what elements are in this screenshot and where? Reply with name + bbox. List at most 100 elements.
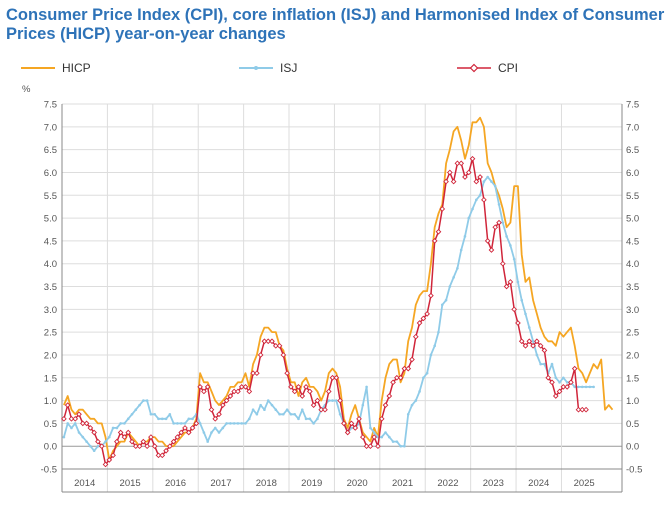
data-point-cpi [310, 402, 317, 408]
data-point-cpi [284, 370, 290, 377]
data-point-isj [335, 399, 338, 402]
y-tick-label-right: 7.5 [626, 100, 639, 111]
data-point-isj [160, 417, 164, 421]
data-point-isj [433, 344, 437, 348]
data-point-isj [452, 276, 455, 279]
y-tick-label-right: 1.5 [626, 373, 639, 384]
data-point-isj [213, 426, 217, 430]
data-point-isj [308, 417, 312, 421]
data-point-isj [229, 422, 232, 425]
legend-item-isj: ISJ [238, 60, 348, 76]
data-point-cpi [288, 384, 294, 390]
data-point-isj [369, 426, 372, 430]
data-point-cpi [231, 388, 237, 395]
data-point-isj [251, 408, 255, 411]
data-point-cpi [424, 311, 430, 317]
data-point-cpi [280, 352, 287, 358]
data-point-isj [486, 175, 489, 179]
data-point-cpi [129, 438, 135, 445]
data-point-isj [289, 412, 293, 416]
data-point-isj [266, 399, 270, 402]
data-point-isj [153, 412, 157, 416]
data-point-isj [497, 203, 501, 206]
data-point-isj [145, 399, 149, 402]
y-tick-label-left: 5.0 [44, 214, 57, 225]
data-point-isj [399, 444, 402, 448]
data-point-cpi [375, 443, 381, 450]
data-point-isj [126, 417, 130, 421]
data-point-isj [512, 257, 516, 261]
y-tick-label-right: 2.0 [626, 350, 639, 361]
data-point-isj [403, 444, 406, 448]
data-point-cpi [352, 425, 359, 431]
data-point-cpi [257, 352, 264, 358]
data-point-isj [448, 285, 452, 288]
data-point-cpi [212, 415, 219, 422]
data-point-cpi [98, 443, 105, 450]
data-point-cpi [568, 379, 574, 386]
y-axis-unit: % [22, 84, 31, 95]
data-point-cpi [386, 393, 393, 399]
data-point-isj [490, 180, 493, 183]
data-point-cpi [507, 279, 514, 285]
data-point-cpi [322, 406, 328, 413]
x-tick-label: 2015 [120, 478, 141, 489]
data-point-cpi [443, 178, 449, 185]
data-point-isj [554, 376, 558, 380]
data-point-cpi [371, 434, 377, 440]
data-point-cpi [201, 388, 207, 395]
data-point-cpi [83, 420, 90, 427]
data-point-cpi [219, 402, 226, 408]
data-point-isj [524, 312, 527, 316]
data-point-cpi [189, 425, 196, 431]
x-tick-label: 2025 [574, 478, 595, 489]
data-point-isj [456, 266, 459, 270]
data-point-cpi [238, 384, 245, 390]
data-point-isj [104, 440, 107, 443]
data-point-cpi [121, 434, 128, 440]
data-point-isj [293, 412, 297, 416]
y-tick-label-right: 4.5 [626, 236, 639, 247]
y-tick-label-right: 1.0 [626, 396, 639, 407]
data-point-cpi [515, 320, 521, 326]
data-point-isj [85, 440, 88, 443]
data-point-isj [387, 435, 391, 439]
data-point-isj [406, 412, 410, 416]
legend-swatch-cpi [457, 63, 491, 73]
data-point-isj [391, 440, 395, 443]
data-point-cpi [193, 420, 200, 427]
data-point-cpi [465, 169, 472, 176]
data-point-cpi [155, 452, 162, 459]
data-point-isj [187, 417, 191, 421]
data-point-isj [282, 412, 285, 416]
data-point-isj [380, 435, 384, 439]
y-tick-label-left: 2.0 [44, 350, 57, 361]
data-point-cpi [314, 397, 321, 404]
data-point-cpi [454, 160, 461, 167]
data-point-cpi [72, 415, 79, 422]
data-point-isj [505, 235, 508, 238]
data-point-isj [592, 385, 595, 389]
y-tick-label-right: 2.5 [626, 328, 639, 339]
data-point-isj [414, 399, 418, 402]
data-point-isj [520, 298, 524, 302]
data-point-isj [422, 376, 425, 380]
data-point-cpi [174, 434, 181, 440]
y-tick-label-right: 6.5 [626, 145, 639, 156]
data-point-isj [96, 444, 100, 448]
data-point-cpi [450, 178, 457, 185]
data-point-cpi [530, 342, 536, 349]
data-point-cpi [549, 379, 555, 386]
data-point-isj [142, 399, 145, 402]
data-point-cpi [235, 388, 241, 395]
data-point-isj [263, 408, 266, 411]
data-point-isj [240, 422, 244, 425]
y-tick-label-left: 1.0 [44, 396, 57, 407]
data-point-cpi [397, 374, 404, 381]
data-point-isj [527, 326, 531, 329]
data-point-isj [198, 422, 202, 425]
data-point-isj [221, 426, 225, 430]
data-point-cpi [151, 443, 158, 450]
legend-swatch-hicp [21, 67, 55, 69]
data-point-cpi [439, 206, 446, 212]
